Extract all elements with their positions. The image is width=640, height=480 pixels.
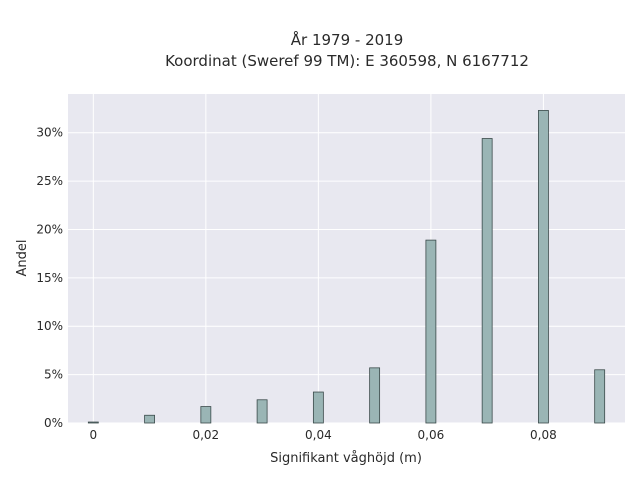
- x-tick-label: 0,08: [530, 428, 557, 442]
- y-tick-label: 0%: [44, 416, 63, 430]
- y-tick-labels: 0% 5% 10% 15% 20% 25% 30%: [36, 126, 63, 430]
- chart-title: År 1979 - 2019: [291, 30, 404, 49]
- bar: [481, 138, 493, 424]
- grid-lines: [68, 94, 625, 424]
- bar: [144, 414, 155, 424]
- chart-subtitle: Koordinat (Sweref 99 TM): E 360598, N 61…: [165, 52, 529, 70]
- bar: [87, 421, 99, 424]
- bars: [87, 110, 606, 424]
- bar: [369, 367, 381, 424]
- y-tick-label: 15%: [36, 271, 63, 285]
- x-tick-labels: 0 0,02 0,04 0,06 0,08: [89, 428, 556, 442]
- x-tick-label: 0: [89, 428, 97, 442]
- bar: [200, 406, 212, 424]
- x-tick-label: 0,06: [418, 428, 445, 442]
- bar: [256, 399, 268, 424]
- bar: [594, 369, 606, 424]
- x-tick-label: 0,04: [305, 428, 332, 442]
- y-tick-label: 5%: [44, 368, 63, 382]
- y-tick-label: 10%: [36, 319, 63, 333]
- y-axis-title: Andel: [15, 240, 30, 277]
- bar: [312, 391, 324, 424]
- y-tick-label: 30%: [36, 126, 63, 140]
- y-tick-label: 25%: [36, 174, 63, 188]
- bar: [538, 110, 549, 424]
- x-tick-label: 0,02: [192, 428, 219, 442]
- bar: [425, 239, 437, 424]
- plot-area: [68, 94, 625, 423]
- x-axis-title: Signifikant våghöjd (m): [270, 451, 422, 466]
- y-tick-label: 20%: [36, 222, 63, 236]
